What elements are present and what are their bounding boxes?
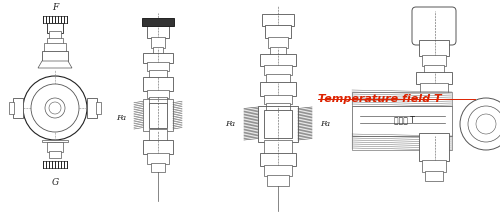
Bar <box>268 37 288 48</box>
Circle shape <box>460 98 500 150</box>
Bar <box>425 171 443 181</box>
Bar <box>420 83 448 93</box>
Bar <box>147 90 169 98</box>
Bar <box>87 98 97 118</box>
Bar <box>96 102 101 114</box>
Bar <box>42 140 68 142</box>
Circle shape <box>45 98 65 118</box>
Bar <box>143 99 173 131</box>
Polygon shape <box>38 61 72 68</box>
Bar <box>266 103 290 112</box>
Circle shape <box>23 76 87 140</box>
Bar <box>13 98 23 118</box>
Bar <box>142 18 174 26</box>
Bar <box>260 153 296 166</box>
Bar <box>264 140 292 154</box>
Bar <box>151 37 165 48</box>
Bar <box>9 102 14 114</box>
Circle shape <box>468 106 500 142</box>
Bar <box>147 25 169 38</box>
Bar <box>419 40 449 56</box>
Bar <box>149 129 167 141</box>
Bar <box>260 82 296 96</box>
Circle shape <box>476 114 496 134</box>
Text: Fa: Fa <box>225 120 235 128</box>
Bar <box>49 151 61 158</box>
Bar <box>264 95 292 104</box>
Bar <box>260 54 296 66</box>
Bar <box>47 23 63 33</box>
Bar <box>147 153 169 164</box>
Text: Temperature field T: Temperature field T <box>318 94 442 104</box>
Bar <box>422 160 446 172</box>
Bar <box>143 77 173 91</box>
Bar <box>149 103 167 128</box>
Bar <box>143 53 173 63</box>
Bar <box>147 62 169 71</box>
Bar <box>352 92 452 106</box>
Bar <box>44 43 66 53</box>
Bar <box>47 142 63 152</box>
Bar <box>265 25 291 38</box>
Bar <box>416 72 452 84</box>
Bar <box>270 47 286 55</box>
Bar <box>47 38 63 44</box>
Text: F: F <box>52 3 58 12</box>
Circle shape <box>49 102 61 114</box>
Bar <box>352 136 452 150</box>
Bar <box>143 140 173 154</box>
Bar <box>262 14 294 26</box>
Text: 温度场 T: 温度场 T <box>394 116 414 124</box>
Bar <box>419 133 449 161</box>
Text: Fa: Fa <box>320 120 330 128</box>
Bar <box>422 55 446 66</box>
Circle shape <box>31 84 79 132</box>
Bar <box>42 51 68 61</box>
Text: G: G <box>52 178 59 187</box>
FancyBboxPatch shape <box>412 7 456 45</box>
Bar <box>264 110 292 138</box>
Bar <box>49 31 61 39</box>
Bar <box>149 97 167 104</box>
Bar <box>264 165 292 176</box>
Bar <box>149 70 167 78</box>
Bar <box>264 65 292 75</box>
Bar <box>352 106 452 136</box>
Bar <box>153 47 163 54</box>
Bar <box>151 163 165 172</box>
Text: Fa: Fa <box>116 114 126 122</box>
Bar <box>267 175 289 186</box>
Bar <box>266 74 290 83</box>
Bar <box>258 106 298 142</box>
Bar <box>424 65 444 73</box>
